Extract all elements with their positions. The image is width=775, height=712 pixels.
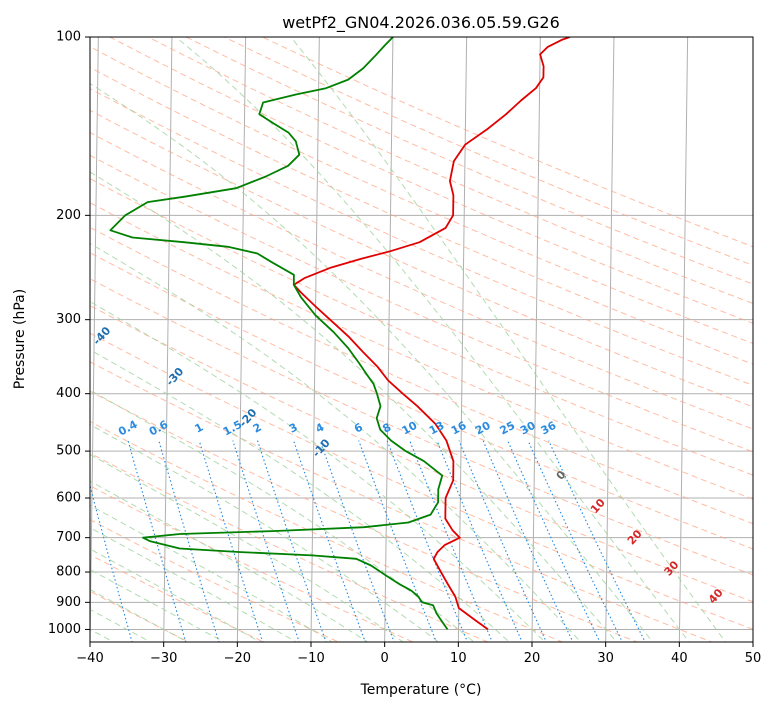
mixing-ratio-label: 0.1 (20, 418, 43, 439)
y-tick-label: 700 (56, 530, 81, 545)
mixing-ratio-label: 13 (427, 419, 447, 438)
mixing-ratio-label: 36 (539, 419, 559, 438)
moist-adiabat-line (90, 527, 298, 642)
dry-adiabat-line (90, 252, 753, 550)
dry-adiabat-line (90, 88, 753, 386)
x-tick-label: 40 (671, 651, 688, 666)
chart-title: wetPf2_GN04.2026.036.05.59.G26 (282, 13, 560, 33)
mixing-ratio-label: 16 (449, 419, 469, 438)
moist-adiabat-line (90, 504, 333, 642)
mixing-ratio-line (409, 440, 493, 642)
mixing-ratio-line (458, 440, 547, 642)
mixing-ratio-line (232, 440, 300, 642)
moist-adiabat-line (175, 37, 690, 642)
dry-adiabat-line (90, 485, 415, 642)
dewpoint-profile-line (109, 37, 449, 630)
x-tick-label: 10 (450, 651, 467, 666)
mixing-ratio-label: 10 (400, 419, 420, 438)
x-axis-label: Temperature (°C) (360, 682, 482, 698)
axes: −40 −30 −20 −10 0 10 20 30 40 50 100 200 300 400 500 60… (48, 30, 761, 667)
temperature-profile-line (292, 37, 571, 631)
isotherm-line (310, 37, 320, 642)
y-tick-label: 900 (56, 595, 81, 610)
plot-frame (89, 36, 754, 643)
mixing-ratio-line (158, 440, 220, 642)
isotherm-line (236, 37, 247, 642)
y-axis-label: Pressure (hPa) (12, 289, 28, 389)
moist-adiabat-line (90, 301, 546, 642)
mixing-ratio-line (436, 440, 523, 642)
moist-adiabat-line (90, 171, 618, 642)
isotherm-line (678, 37, 689, 642)
mixing-ratio-label: 25 (498, 419, 518, 438)
mixing-ratio-line (386, 440, 469, 642)
y-tick-label: 200 (56, 208, 81, 223)
mixing-ratio-line (90, 483, 133, 642)
x-tick-label: −10 (297, 651, 324, 666)
dry-adiabat-line (90, 304, 753, 603)
y-tick-label: 100 (56, 30, 81, 45)
dry-adiabat-line (90, 131, 753, 430)
x-tick-label: −20 (224, 651, 251, 666)
dry-adiabat-line (90, 202, 753, 500)
mixing-ratio-line (482, 440, 574, 642)
dry-adiabat-line (90, 332, 753, 630)
plot-background (90, 37, 753, 642)
dry-adiabat-line (90, 590, 190, 642)
y-tick-label: 500 (56, 444, 81, 459)
dry-adiabat-line (90, 361, 714, 642)
mixing-ratio-line (548, 440, 646, 642)
mixing-ratio-label: 30 (518, 419, 538, 438)
mixing-ratio-label: 20 (473, 419, 493, 438)
isotherm-line (90, 37, 99, 642)
dry-adiabat-line (185, 37, 753, 285)
y-tick-label: 400 (56, 386, 81, 401)
moist-adiabat-line (90, 349, 511, 642)
y-tick-label: 300 (56, 312, 81, 327)
mixing-ratio-line (507, 440, 601, 642)
dry-adiabat-line (90, 46, 753, 345)
dry-adiabat-line (90, 421, 564, 642)
isotherm-line (457, 37, 468, 642)
moist-adiabats (90, 37, 727, 642)
isotherm-line (605, 37, 615, 642)
y-tick-label: 800 (56, 565, 81, 580)
dry-adiabat-line (90, 154, 753, 453)
x-tick-label: 0 (381, 651, 389, 666)
isotherm-line (752, 603, 753, 642)
dry-adiabats (90, 37, 753, 642)
isotherm-line (384, 37, 394, 642)
dry-adiabat-line (146, 37, 753, 305)
x-tick-label: 30 (597, 651, 614, 666)
x-tick-label: 50 (745, 651, 762, 666)
mixing-ratio-line (256, 440, 327, 642)
mixing-ratio-line (527, 440, 624, 642)
profile-series (109, 37, 571, 631)
moist-adiabat-line (90, 389, 475, 642)
mixing-ratio-lines (90, 440, 646, 642)
moist-adiabat-line (90, 242, 582, 642)
moist-adiabat-line (90, 453, 404, 642)
moist-adiabat-line (290, 37, 727, 642)
dry-adiabat-line (90, 518, 340, 642)
dry-adiabat-line (90, 390, 639, 642)
x-tick-label: −40 (76, 651, 103, 666)
mixing-ratio-label: 0.2 (66, 418, 89, 439)
moist-adiabat-line (90, 83, 654, 642)
y-tick-label: 600 (56, 491, 81, 506)
dry-adiabat-line (90, 278, 753, 576)
x-tick-label: −30 (150, 651, 177, 666)
y-tick-label: 1000 (48, 622, 81, 637)
mixing-ratio-line (127, 440, 187, 642)
moist-adiabat-line (90, 423, 440, 642)
x-tick-label: 20 (524, 651, 541, 666)
